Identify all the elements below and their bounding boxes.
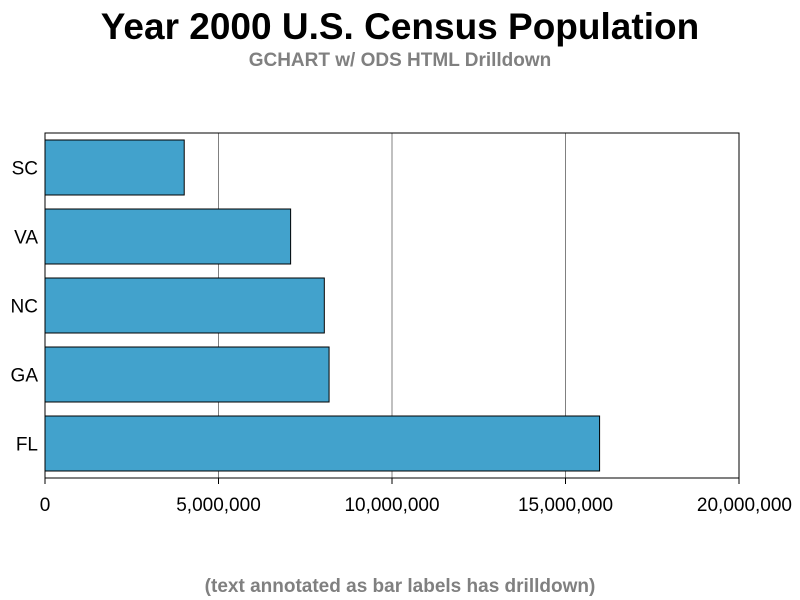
category-label-fl[interactable]: FL bbox=[16, 435, 38, 456]
bar-ga bbox=[44, 346, 330, 403]
category-label-sc[interactable]: SC bbox=[12, 159, 38, 180]
category-label-va[interactable]: VA bbox=[14, 228, 38, 249]
y-axis-categories: SC VA NC GA FL bbox=[11, 159, 39, 456]
x-axis: 0 5,000,000 10,000,000 15,000,000 20,000,000 bbox=[40, 478, 792, 516]
x-tick-label: 20,000,000 bbox=[697, 495, 792, 516]
x-tick-label: 15,000,000 bbox=[518, 495, 613, 516]
x-tick-label: 10,000,000 bbox=[344, 495, 439, 516]
x-tick-label: 0 bbox=[40, 495, 51, 516]
category-label-ga[interactable]: GA bbox=[11, 366, 39, 387]
bars bbox=[44, 139, 601, 472]
chart-title: Year 2000 U.S. Census Population bbox=[100, 6, 700, 47]
chart-subtitle: GCHART w/ ODS HTML Drilldown bbox=[248, 50, 552, 71]
bar-va bbox=[44, 208, 292, 265]
footnote: (text annotated as bar labels has drilld… bbox=[204, 576, 596, 597]
bar-nc bbox=[44, 277, 325, 334]
category-label-nc[interactable]: NC bbox=[11, 297, 38, 318]
x-tick-label: 5,000,000 bbox=[176, 495, 261, 516]
bar-fl bbox=[44, 415, 601, 472]
bar-sc bbox=[44, 139, 185, 196]
